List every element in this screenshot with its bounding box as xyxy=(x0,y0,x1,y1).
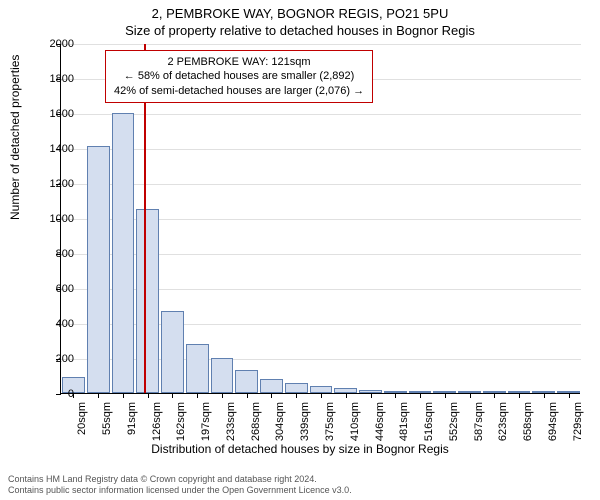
y-tick-label: 1000 xyxy=(34,213,74,225)
x-tick-mark xyxy=(395,393,396,398)
y-tick-label: 1200 xyxy=(34,178,74,190)
y-tick-label: 2000 xyxy=(34,38,74,50)
x-tick-mark xyxy=(569,393,570,398)
x-tick-label: 20sqm xyxy=(76,402,88,435)
x-tick-mark xyxy=(420,393,421,398)
x-tick-mark xyxy=(197,393,198,398)
y-tick-label: 800 xyxy=(34,248,74,260)
x-tick-mark xyxy=(470,393,471,398)
y-tick-label: 1800 xyxy=(34,73,74,85)
x-tick-mark xyxy=(172,393,173,398)
footer-line2: Contains public sector information licen… xyxy=(8,485,352,496)
x-tick-label: 268sqm xyxy=(250,402,262,441)
histogram-bar xyxy=(211,358,234,393)
x-tick-mark xyxy=(519,393,520,398)
x-tick-mark xyxy=(148,393,149,398)
y-tick-label: 200 xyxy=(34,353,74,365)
x-tick-label: 552sqm xyxy=(448,402,460,441)
x-tick-mark xyxy=(296,393,297,398)
chart-subtitle: Size of property relative to detached ho… xyxy=(0,21,600,42)
x-tick-label: 233sqm xyxy=(225,402,237,441)
x-tick-label: 375sqm xyxy=(324,402,336,441)
histogram-bar xyxy=(161,311,184,393)
x-tick-mark xyxy=(494,393,495,398)
y-tick-label: 1600 xyxy=(34,108,74,120)
histogram-bar xyxy=(260,379,283,393)
x-tick-mark xyxy=(371,393,372,398)
x-tick-label: 694sqm xyxy=(547,402,559,441)
x-tick-label: 481sqm xyxy=(398,402,410,441)
annotation-line2: ← 58% of detached houses are smaller (2,… xyxy=(114,69,364,83)
x-tick-mark xyxy=(544,393,545,398)
x-tick-label: 658sqm xyxy=(522,402,534,441)
x-tick-label: 197sqm xyxy=(200,402,212,441)
x-tick-label: 516sqm xyxy=(423,402,435,441)
annotation-line1: 2 PEMBROKE WAY: 121sqm xyxy=(114,55,364,69)
chart-title-line1: 2, PEMBROKE WAY, BOGNOR REGIS, PO21 5PU xyxy=(0,0,600,21)
histogram-bar xyxy=(186,344,209,393)
x-axis-label: Distribution of detached houses by size … xyxy=(0,442,600,456)
gridline xyxy=(61,44,581,45)
gridline xyxy=(61,184,581,185)
histogram-bar xyxy=(87,146,110,393)
footer-line1: Contains HM Land Registry data © Crown c… xyxy=(8,474,352,485)
y-tick-label: 400 xyxy=(34,318,74,330)
x-tick-label: 446sqm xyxy=(374,402,386,441)
histogram-bar xyxy=(310,386,333,393)
x-tick-mark xyxy=(445,393,446,398)
x-tick-mark xyxy=(271,393,272,398)
y-tick-label: 600 xyxy=(34,283,74,295)
x-tick-label: 587sqm xyxy=(473,402,485,441)
x-tick-label: 410sqm xyxy=(349,402,361,441)
x-tick-label: 126sqm xyxy=(151,402,163,441)
x-tick-mark xyxy=(123,393,124,398)
x-tick-label: 729sqm xyxy=(572,402,584,441)
x-tick-mark xyxy=(222,393,223,398)
y-tick-label: 0 xyxy=(34,388,74,400)
x-tick-label: 55sqm xyxy=(101,402,113,435)
y-axis-label: Number of detached properties xyxy=(8,55,22,220)
x-tick-mark xyxy=(98,393,99,398)
x-tick-label: 339sqm xyxy=(299,402,311,441)
annotation-box: 2 PEMBROKE WAY: 121sqm← 58% of detached … xyxy=(105,50,373,103)
x-tick-label: 623sqm xyxy=(497,402,509,441)
histogram-bar xyxy=(136,209,159,393)
x-tick-mark xyxy=(247,393,248,398)
x-tick-mark xyxy=(321,393,322,398)
x-tick-label: 91sqm xyxy=(126,402,138,435)
x-tick-label: 162sqm xyxy=(175,402,187,441)
histogram-bar xyxy=(112,113,135,393)
gridline xyxy=(61,149,581,150)
gridline xyxy=(61,114,581,115)
x-tick-mark xyxy=(346,393,347,398)
x-tick-label: 304sqm xyxy=(274,402,286,441)
footer-attribution: Contains HM Land Registry data © Crown c… xyxy=(8,474,352,497)
histogram-bar xyxy=(285,383,308,393)
histogram-bar xyxy=(235,370,258,393)
annotation-line3: 42% of semi-detached houses are larger (… xyxy=(114,84,364,98)
y-tick-label: 1400 xyxy=(34,143,74,155)
